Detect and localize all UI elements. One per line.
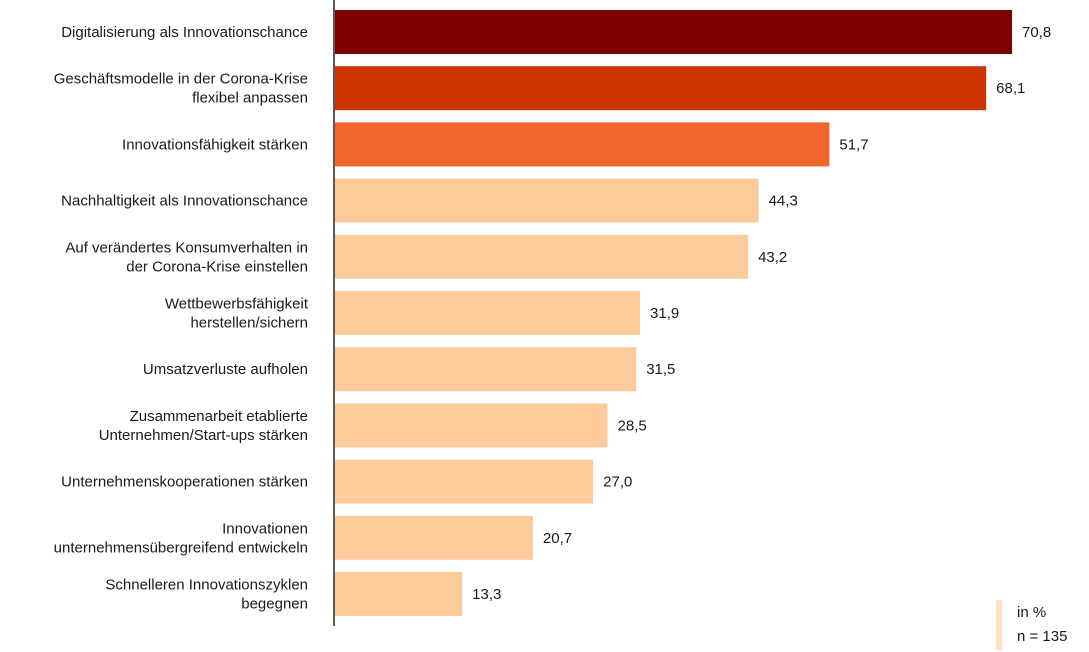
category-label-1: Digitalisierung als Innovationschance: [61, 24, 308, 41]
category-label-line: Innovationen: [222, 520, 308, 537]
bar-9: [335, 459, 594, 504]
category-label-line: herstellen/sichern: [190, 315, 308, 332]
category-label-10: Innovationen unternehmensübergreifend ent…: [54, 520, 308, 556]
category-labels-group: Digitalisierung als Innovationschance Ges…: [54, 24, 309, 613]
category-label-2: Geschäftsmodelle in der Corona-Krise flex…: [54, 71, 308, 107]
legend-marker: [996, 600, 1002, 650]
category-label-line: Schnelleren Innovationszyklen: [105, 577, 308, 594]
category-label-9: Unternehmenskooperationen stärken: [61, 474, 308, 491]
category-label-line: unternehmensübergreifend entwickeln: [54, 539, 308, 556]
category-label-line: Auf verändertes Konsumverhalten in: [65, 239, 308, 256]
value-label-2: 68,1: [996, 80, 1025, 97]
value-label-8: 28,5: [618, 417, 647, 434]
sample-size-note: n = 135: [1017, 628, 1068, 645]
value-label-7: 31,5: [646, 361, 675, 378]
value-label-10: 20,7: [543, 530, 572, 547]
bar-10: [335, 515, 533, 560]
category-label-6: Wettbewerbsfähigkeit herstellen/sichern: [165, 296, 309, 332]
category-label-line: Nachhaltigkeit als Innovationschance: [61, 193, 308, 210]
category-label-4: Nachhaltigkeit als Innovationschance: [61, 193, 308, 210]
value-labels-group: 70,8 68,1 51,7 44,3 43,2 31,9 31,5 28,5 27,0 20,7…: [472, 24, 1051, 603]
category-label-line: Digitalisierung als Innovationschance: [61, 24, 308, 41]
category-label-11: Schnelleren Innovationszyklen begegnen: [105, 577, 308, 613]
value-label-3: 51,7: [839, 136, 868, 153]
bar-11: [335, 572, 463, 616]
category-label-line: Innovationsfähigkeit stärken: [122, 136, 308, 153]
bar-1: [335, 10, 1012, 54]
category-label-line: Unternehmenskooperationen stärken: [61, 474, 308, 491]
category-label-line: flexibel anpassen: [192, 90, 308, 107]
category-label-line: Umsatzverluste aufholen: [143, 361, 308, 378]
value-label-9: 27,0: [603, 474, 632, 491]
category-label-line: Geschäftsmodelle in der Corona-Krise: [54, 71, 308, 88]
category-label-line: der Corona-Krise einstellen: [126, 258, 308, 275]
category-label-line: Zusammenarbeit etablierte: [130, 408, 308, 425]
bar-5: [335, 234, 749, 279]
category-label-8: Zusammenarbeit etablierte Unternehmen/Sta…: [99, 408, 308, 444]
category-label-3: Innovationsfähigkeit stärken: [122, 136, 308, 153]
unit-note: in %: [1017, 604, 1047, 621]
value-label-11: 13,3: [472, 586, 501, 603]
value-label-1: 70,8: [1022, 24, 1051, 41]
bar-3: [335, 122, 830, 167]
bar-6: [335, 291, 641, 335]
bar-4: [335, 178, 759, 223]
value-label-6: 31,9: [650, 305, 679, 322]
category-label-line: begegnen: [241, 596, 308, 613]
bar-7: [335, 347, 637, 392]
bar-2: [335, 66, 987, 111]
value-label-4: 44,3: [769, 193, 798, 210]
category-label-line: Wettbewerbsfähigkeit: [165, 296, 309, 313]
value-label-5: 43,2: [758, 249, 787, 266]
category-label-7: Umsatzverluste aufholen: [143, 361, 308, 378]
bars-group: [335, 10, 1012, 616]
category-label-5: Auf verändertes Konsumverhalten in der Co…: [65, 239, 308, 275]
category-label-line: Unternehmen/Start-ups stärken: [99, 427, 308, 444]
bar-8: [335, 403, 608, 448]
